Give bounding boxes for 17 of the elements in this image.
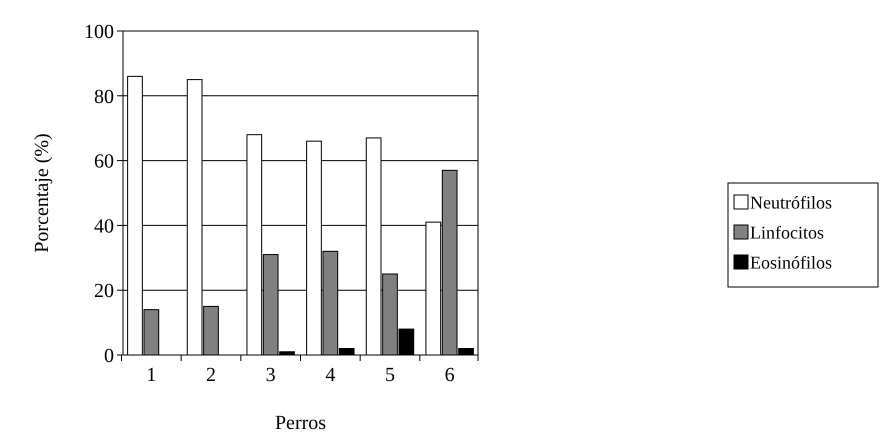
y-tick-label: 20: [94, 280, 114, 302]
x-tick-label: 2: [206, 364, 216, 386]
legend-label: Neutrófilos: [750, 192, 832, 212]
x-tick-label: 3: [266, 364, 276, 386]
legend-label: Linfocitos: [750, 222, 824, 242]
y-axis-title: Porcentaje (%): [31, 133, 53, 253]
y-tick-label: 0: [104, 345, 114, 367]
x-tick-label: 4: [325, 364, 336, 386]
x-axis-title: Perros: [274, 412, 326, 434]
y-tick-label: 100: [84, 21, 114, 43]
y-tick-label: 80: [94, 86, 114, 108]
x-tick-label: 6: [444, 364, 455, 386]
x-tick-label: 5: [384, 364, 395, 386]
legend-label: Eosinófilos: [750, 252, 832, 272]
x-tick-label: 1: [146, 364, 156, 386]
y-tick-label: 40: [94, 215, 114, 238]
y-tick-label: 60: [94, 150, 114, 173]
